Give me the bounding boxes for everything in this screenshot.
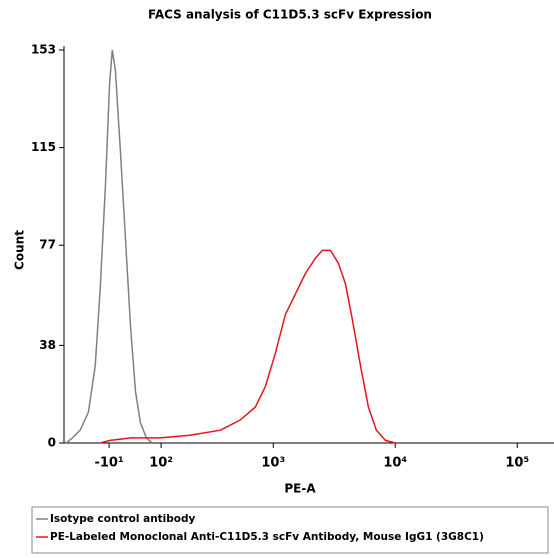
x-tick-label: 10² bbox=[149, 456, 173, 471]
legend-label: PE-Labeled Monoclonal Anti-C11D5.3 scFv … bbox=[50, 531, 484, 543]
histogram-line bbox=[100, 249, 396, 444]
chart-title: FACS analysis of C11D5.3 scFv Expression bbox=[148, 8, 432, 22]
x-axis-label: PE-A bbox=[284, 482, 316, 496]
x-tick-label: 10⁵ bbox=[505, 456, 529, 471]
y-axis-label: Count bbox=[13, 230, 27, 270]
y-tick-label: 38 bbox=[39, 338, 56, 352]
x-tick-label: -10¹ bbox=[94, 456, 123, 471]
y-tick-label: 77 bbox=[39, 238, 56, 252]
x-tick-label: 10³ bbox=[261, 456, 285, 471]
y-tick-label: 115 bbox=[31, 140, 56, 154]
legend-box bbox=[31, 506, 549, 554]
y-tick-label: 0 bbox=[48, 436, 56, 450]
y-tick-label: 153 bbox=[31, 43, 56, 57]
histogram-line bbox=[65, 49, 153, 444]
x-tick-label: 10⁴ bbox=[383, 456, 407, 471]
legend-label: Isotype control antibody bbox=[50, 513, 196, 525]
